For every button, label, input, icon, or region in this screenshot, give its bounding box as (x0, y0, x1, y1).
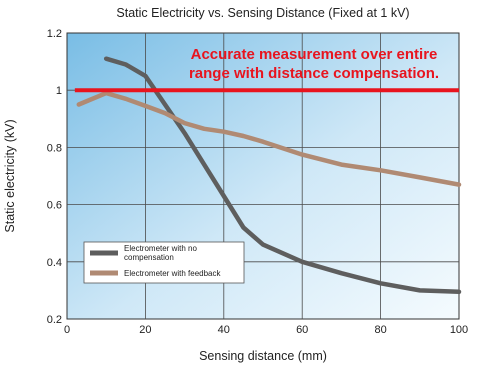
y-tick-label: 0.4 (47, 257, 62, 269)
x-tick-label: 40 (218, 324, 230, 336)
legend: Electrometer with no compensation Electr… (83, 241, 245, 284)
y-tick-label: 0.6 (47, 200, 62, 212)
series-line-no-compensation (103, 56, 462, 295)
axis-ticks: 0 20 40 60 80 100 0.2 0.4 0.6 0.8 1 1.2 (47, 28, 468, 336)
chart-title: Static Electricity vs. Sensing Distance … (116, 6, 409, 20)
x-tick-label: 100 (450, 324, 468, 336)
annotation-line-2: range with distance compensation. (189, 65, 439, 82)
legend-label-no-compensation-2: compensation (124, 253, 174, 262)
series-line-feedback (76, 90, 462, 187)
y-tick-label: 1 (56, 85, 62, 97)
y-tick-label: 0.8 (47, 142, 62, 154)
x-tick-label: 0 (64, 324, 70, 336)
legend-label-feedback: Electrometer with feedback (124, 269, 221, 278)
y-axis-label: Static electricity (kV) (3, 119, 17, 232)
legend-box (83, 241, 245, 284)
y-tick-label: 0.2 (47, 314, 62, 326)
x-tick-label: 60 (296, 324, 308, 336)
legend-label-no-compensation-1: Electrometer with no (124, 244, 197, 253)
x-axis-label: Sensing distance (mm) (199, 349, 327, 363)
x-tick-label: 20 (139, 324, 151, 336)
annotation-line-1: Accurate measurement over entire (191, 46, 438, 63)
x-tick-label: 80 (374, 324, 386, 336)
series-layer (76, 56, 462, 295)
y-tick-label: 1.2 (47, 28, 62, 40)
